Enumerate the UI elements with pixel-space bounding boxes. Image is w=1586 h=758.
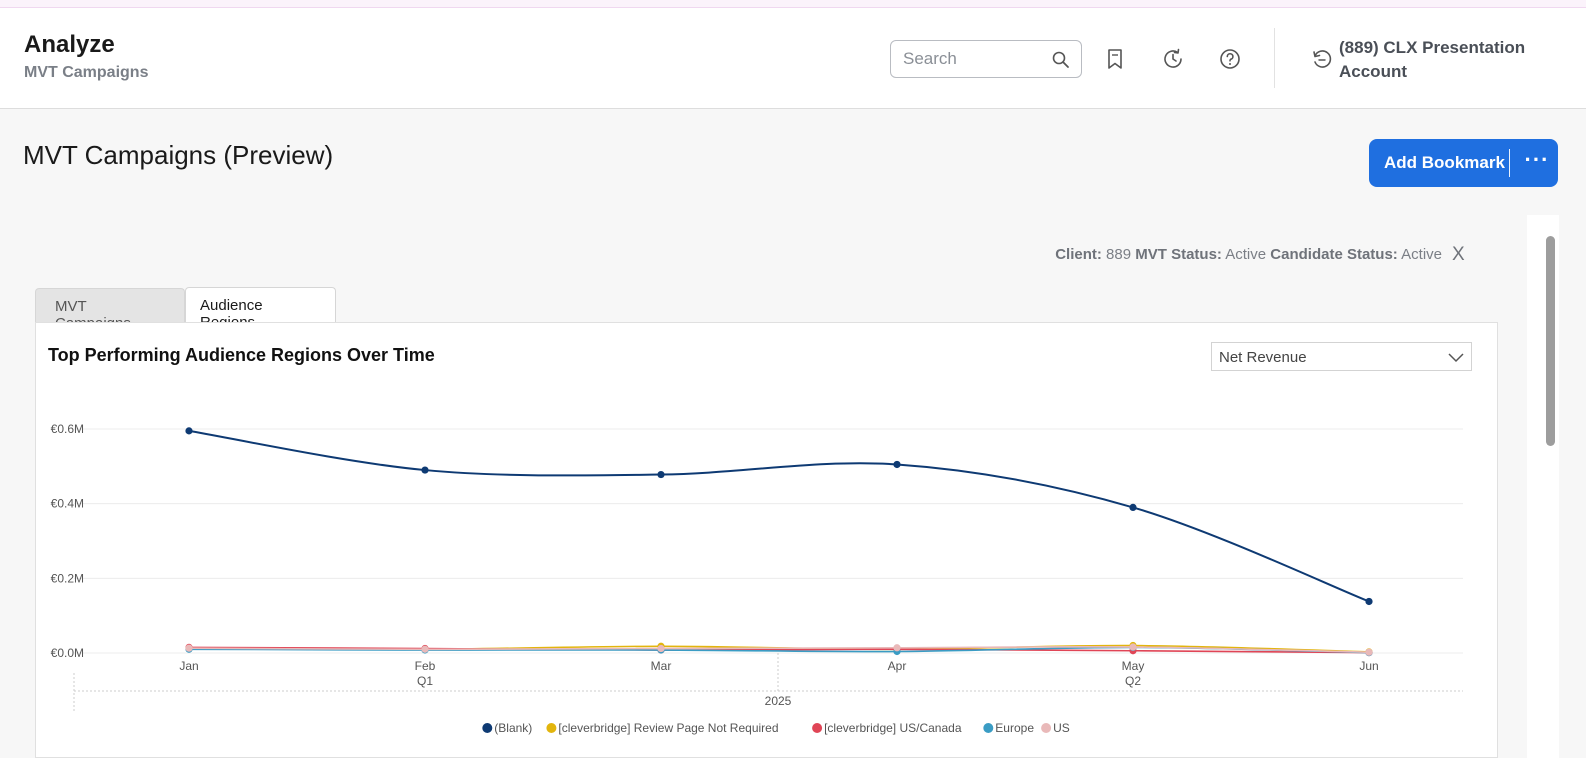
filter-mvt-status-label: MVT Status: [1135,246,1222,263]
metric-select[interactable]: Net Revenue [1211,342,1472,371]
y-tick-label: €0.2M [51,571,84,585]
search-box[interactable] [890,40,1082,78]
legend-label: (Blank) [494,721,532,735]
quarter-label: Q2 [1125,674,1141,688]
search-input[interactable] [903,48,1043,70]
header-divider [1274,28,1275,88]
switch-account-icon[interactable] [1310,47,1334,71]
clear-filters-button[interactable]: X [1452,244,1465,265]
filter-client-value: 889 [1106,246,1132,263]
metric-select-value: Net Revenue [1219,349,1307,366]
app-subtitle: MVT Campaigns [24,64,149,81]
help-icon[interactable] [1218,47,1242,71]
x-tick-label: May [1122,659,1145,673]
data-point [185,644,193,652]
data-point [1365,648,1373,656]
data-point [1365,597,1373,606]
legend-swatch [812,723,823,733]
quarter-label: Q1 [417,674,433,688]
filter-candidate-status-label: Candidate Status: [1270,246,1398,263]
legend-label: [cleverbridge] US/Canada [824,721,962,735]
chart-panel: Top Performing Audience Regions Over Tim… [35,322,1498,758]
add-bookmark-label: Add Bookmark [1384,153,1505,172]
tab-mvt-campaigns[interactable]: MVT Campaigns [35,288,185,332]
data-point [421,466,429,474]
app-title: Analyze [24,31,115,58]
series-line [188,645,1370,654]
data-point [657,644,665,653]
history-icon[interactable] [1161,47,1185,71]
x-tick-label: Feb [415,659,436,673]
x-tick-label: Jun [1359,659,1378,673]
legend-swatch [983,723,994,733]
add-bookmark-button[interactable]: Add Bookmark ··· [1369,139,1558,187]
button-separator [1509,149,1510,177]
data-point [421,645,429,653]
series-line [188,646,1370,654]
scrollbar-thumb[interactable] [1546,236,1555,446]
data-point [657,470,665,479]
series-line [188,429,1370,603]
chevron-down-icon [1448,353,1464,363]
top-strip [0,0,1586,8]
year-label: 2025 [765,694,792,708]
legend-label: US [1053,721,1070,735]
data-point [893,644,901,652]
page-title: MVT Campaigns (Preview) [23,140,334,170]
legend-swatch [1041,723,1052,733]
legend-label: Europe [995,721,1034,735]
y-tick-label: €0.0M [51,646,84,660]
filter-mvt-status-value: Active [1225,246,1267,263]
data-point [893,460,901,469]
chart-title: Top Performing Audience Regions Over Tim… [48,345,435,365]
app-header: Analyze MVT Campaigns (889) CLX Presenta… [0,8,1586,109]
bookmark-icon[interactable] [1103,47,1127,71]
legend-label: [cleverbridge] Review Page Not Required [558,721,778,735]
data-point [185,427,193,435]
data-point [1129,503,1137,511]
line-chart: €0.0M €0.2M €0.4M €0.6M Jan Feb Mar Apr May Jun Q1… [51,422,1463,735]
tab-audience-regions[interactable]: Audience Regions [185,287,336,331]
more-options-button[interactable]: ··· [1524,147,1550,172]
y-tick-label: €0.4M [51,497,84,511]
legend-swatch [482,723,493,733]
x-tick-label: Jan [179,659,198,673]
active-filters: Client: 889 MVT Status: Active Candidate… [1055,246,1442,263]
x-tick-label: Mar [651,659,672,673]
legend-swatch [546,723,557,733]
filter-client-label: Client: [1055,246,1102,263]
account-switcher[interactable]: (889) CLX Presentation Account [1339,38,1526,81]
search-icon[interactable] [1051,50,1071,70]
filter-candidate-status-value: Active [1401,246,1442,263]
y-tick-label: €0.6M [51,422,84,436]
x-tick-label: Apr [888,659,907,673]
data-point [1129,643,1137,651]
